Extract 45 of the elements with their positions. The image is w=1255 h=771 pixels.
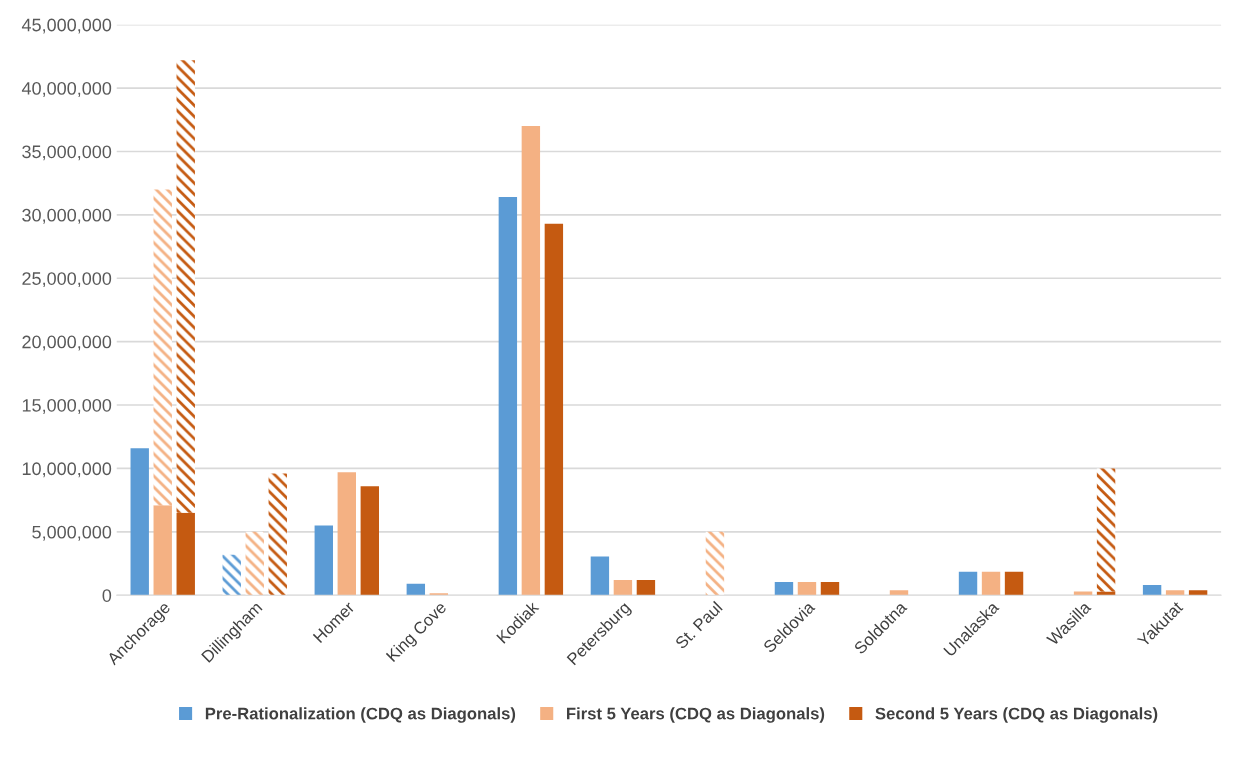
bar	[820, 581, 840, 596]
bar	[590, 556, 610, 596]
bar	[314, 525, 333, 596]
bar	[774, 581, 794, 596]
bar	[337, 472, 356, 596]
bar	[153, 505, 172, 596]
bar	[245, 531, 264, 596]
bar	[176, 512, 195, 596]
bar	[406, 583, 426, 596]
bar	[130, 448, 149, 596]
y-tick-label: 45,000,000	[21, 18, 112, 34]
bar	[889, 590, 909, 596]
bar	[360, 486, 380, 596]
bar	[613, 580, 633, 596]
bar	[1073, 591, 1093, 596]
y-tick-label: 15,000,000	[22, 398, 112, 414]
bar	[1142, 585, 1162, 596]
bar	[797, 581, 817, 596]
y-tick-label: 30,000,000	[22, 208, 112, 224]
y-tick-label: 5,000,000	[32, 525, 112, 541]
bar	[222, 554, 241, 596]
bar	[1004, 571, 1024, 596]
bar	[1165, 590, 1185, 596]
bar	[176, 60, 195, 513]
bar	[705, 531, 725, 596]
legend-label: First 5 Years (CDQ as Diagonals)	[567, 707, 825, 723]
legend-label: Second 5 Years (CDQ as Diagonals)	[875, 707, 1158, 723]
bar	[498, 197, 518, 596]
bar	[958, 571, 978, 596]
y-tick-label: 35,000,000	[22, 145, 112, 161]
bar	[1096, 591, 1116, 596]
y-tick-label: 40,000,000	[21, 82, 112, 97]
bar	[636, 580, 656, 596]
bar	[268, 473, 287, 596]
y-tick-label: 20,000,000	[22, 335, 112, 351]
y-tick-label: 25,000,000	[22, 272, 112, 288]
bar	[153, 189, 172, 506]
bar	[981, 571, 1001, 596]
bar	[1188, 590, 1208, 596]
y-tick-label: 10,000,000	[22, 462, 112, 478]
bar	[544, 223, 564, 596]
bar	[521, 126, 541, 596]
legend-label: Pre-Rationalization (CDQ as Diagonals)	[205, 707, 516, 723]
bar	[1096, 468, 1116, 592]
y-tick-label: 0	[102, 589, 112, 602]
